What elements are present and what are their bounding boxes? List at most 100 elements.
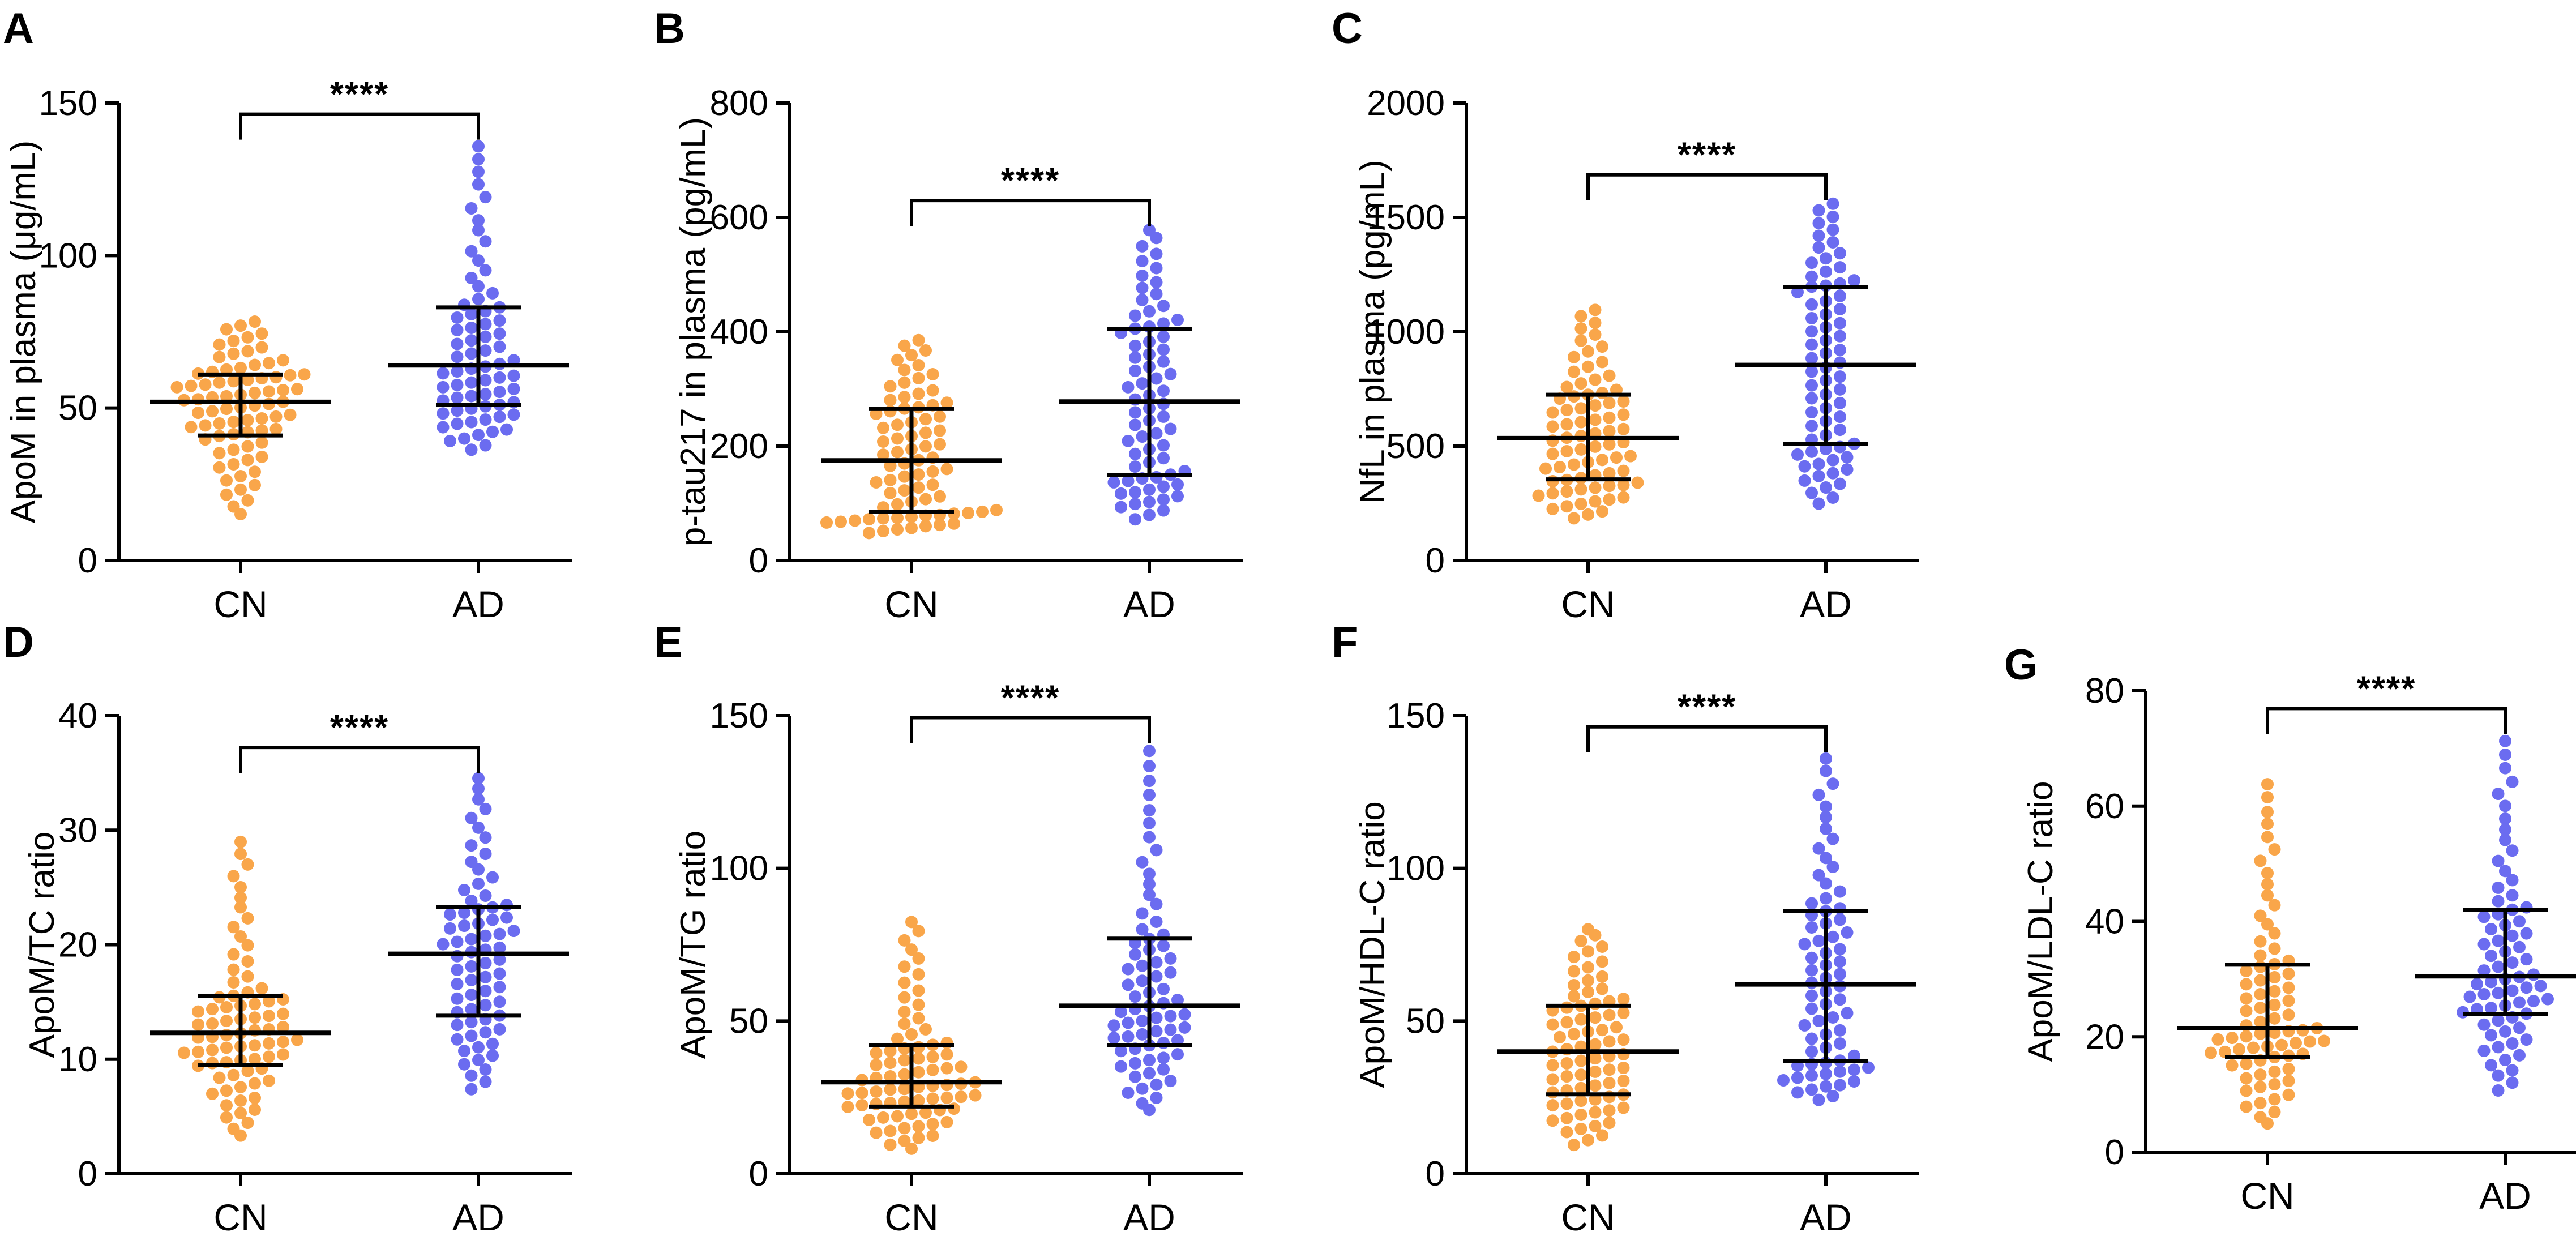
data-point-ad [472, 1041, 485, 1054]
data-point-cn [898, 376, 911, 389]
data-point-cn [220, 390, 233, 403]
data-point-cn [1617, 491, 1630, 504]
category-label: CN [884, 583, 938, 625]
data-point-cn [2254, 988, 2267, 1001]
data-point-cn [206, 1087, 219, 1100]
data-point-ad [1805, 1002, 1818, 1015]
data-point-ad [1136, 974, 1149, 987]
data-point-cn [2261, 778, 2274, 791]
y-tick-label: 150 [1387, 696, 1445, 735]
data-point-ad [1143, 745, 1156, 758]
data-point-cn [1546, 420, 1559, 433]
data-point-cn [1603, 480, 1616, 493]
panel-a: A 0 50 100 150 ApoM in plasma (μg/mL) CN AD **** [3, 5, 572, 625]
data-point-ad [465, 960, 478, 973]
data-point-ad [479, 235, 492, 248]
data-point-cn [1582, 345, 1594, 358]
data-point-cn [969, 1089, 982, 1102]
data-point-ad [472, 254, 485, 267]
data-point-cn [2254, 1015, 2267, 1028]
data-point-cn [1617, 1075, 1630, 1088]
data-point-ad [444, 908, 456, 921]
data-point-ad [479, 802, 492, 815]
data-point-cn [2240, 965, 2253, 978]
data-point-cn [912, 468, 925, 481]
data-point-cn [249, 478, 261, 491]
data-point-ad [1820, 800, 1832, 813]
data-point-cn [2240, 992, 2253, 1005]
data-point-cn [2304, 1035, 2316, 1048]
data-point-ad [1848, 274, 1860, 287]
significance-label: **** [330, 75, 390, 114]
data-point-cn [1603, 425, 1616, 438]
data-point-ad [458, 919, 470, 933]
data-point-ad [1834, 330, 1846, 343]
data-point-cn [2261, 1117, 2274, 1130]
data-point-ad [1107, 476, 1120, 489]
data-point-ad [1805, 392, 1818, 405]
data-point-ad [1150, 970, 1163, 983]
data-point-ad [1143, 1104, 1156, 1117]
panel-c: C 0 500 1000 1500 2000 NfL in plasma (pg/mL) CN… [1332, 5, 1919, 625]
data-point-ad [486, 425, 499, 438]
data-point-ad [1826, 236, 1839, 249]
data-point-ad [2520, 953, 2533, 966]
data-point-ad [2492, 986, 2505, 999]
data-point-ad [1157, 439, 1170, 452]
data-point-ad [1115, 1045, 1127, 1058]
data-point-cn [206, 1017, 219, 1030]
data-point-cn [1546, 447, 1559, 460]
data-point-cn [2240, 1100, 2253, 1113]
data-point-ad [493, 386, 506, 399]
data-point-cn [220, 1015, 233, 1028]
data-point-ad [1157, 982, 1170, 995]
data-point-ad [2499, 812, 2511, 826]
data-point-cn [2254, 1027, 2267, 1040]
data-point-cn [1603, 369, 1616, 382]
data-point-ad [2463, 990, 2476, 1003]
data-point-cn [2268, 985, 2281, 998]
data-point-ad [1841, 463, 1854, 476]
data-point-cn [1596, 340, 1608, 353]
data-point-cn [884, 394, 897, 407]
data-point-ad [1834, 247, 1846, 260]
data-point-cn [249, 315, 261, 328]
data-point-ad [1107, 1032, 1120, 1045]
data-point-cn [1546, 487, 1559, 500]
data-point-ad [465, 1029, 478, 1042]
data-point-ad [1834, 261, 1846, 274]
data-point-cn [1560, 444, 1573, 457]
data-point-cn [891, 523, 904, 536]
data-point-ad [1812, 497, 1825, 510]
data-point-cn [1560, 1126, 1573, 1139]
data-point-cn [1617, 422, 1630, 435]
data-point-ad [1150, 1011, 1163, 1024]
data-point-cn [919, 1023, 932, 1036]
data-point-cn [855, 1099, 868, 1112]
data-point-ad [500, 911, 513, 924]
data-point-ad [2485, 1029, 2497, 1042]
data-point-ad [479, 1075, 492, 1088]
data-point-cn [277, 354, 289, 367]
data-point-ad [479, 999, 492, 1012]
data-point-ad [1805, 964, 1818, 977]
data-point-cn [955, 1060, 968, 1074]
data-point-ad [479, 1063, 492, 1076]
data-point-cn [934, 490, 946, 503]
y-tick-label: 0 [1426, 1154, 1445, 1194]
data-point-cn [255, 412, 268, 425]
data-point-cn [870, 1046, 883, 1059]
data-point-ad [2506, 956, 2519, 969]
data-point-cn [2261, 806, 2274, 819]
data-point-cn [291, 1033, 303, 1046]
data-point-ad [472, 214, 485, 227]
data-point-cn [926, 1063, 939, 1076]
data-point-cn [1603, 467, 1616, 480]
data-point-cn [241, 494, 254, 507]
data-point-cn [1582, 974, 1594, 987]
data-point-ad [1122, 434, 1135, 447]
data-point-cn [912, 1066, 925, 1079]
data-point-cn [241, 1064, 254, 1077]
data-point-ad [2492, 1069, 2505, 1082]
data-point-cn [898, 1017, 911, 1030]
